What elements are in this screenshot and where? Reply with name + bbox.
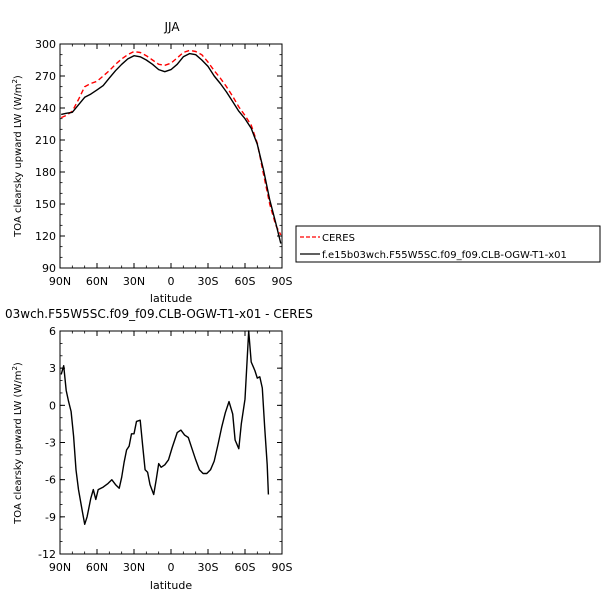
- top-x-tick-label: 30S: [198, 275, 219, 288]
- bottom-y-tick-label: 0: [49, 399, 56, 412]
- top-x-tick-label: 30N: [123, 275, 145, 288]
- top-panel-x-axis-label: latitude: [150, 292, 192, 305]
- bottom-panel-lines: [60, 330, 270, 525]
- bottom-panel: 03wch.F55W5SC.f09_f09.CLB-OGW-T1-x01 - C…: [5, 307, 313, 592]
- bottom-x-tick-label: 60S: [235, 561, 256, 574]
- top-x-tick-label: 60S: [235, 275, 256, 288]
- top-x-tick-label: 60N: [86, 275, 108, 288]
- bottom-x-tick-label: 90S: [272, 561, 293, 574]
- bottom-y-tick-label: -12: [38, 548, 56, 561]
- top-y-tick-label: 210: [35, 134, 56, 147]
- top-series-line-ceres: [60, 49, 282, 236]
- bottom-x-tick-label: 60N: [86, 561, 108, 574]
- top-panel-y-axis-label: TOA clearsky upward LW (W/m2): [11, 75, 24, 238]
- bottom-y-tick-label: -3: [45, 437, 56, 450]
- top-panel: JJA 90N 60N 30N 0 30S 60S 90S 90 120 150 180 210 240…: [11, 20, 601, 305]
- legend-box: [295, 225, 601, 263]
- top-panel-lines: [60, 49, 282, 244]
- top-y-tick-label: 180: [35, 166, 56, 179]
- bottom-x-tick-label: 0: [168, 561, 175, 574]
- bottom-y-tick-label: -6: [45, 474, 56, 487]
- top-y-tick-label: 120: [35, 230, 56, 243]
- top-series-line-f-e15b03wch-f55w5sc-: [61, 52, 282, 244]
- top-plot-frame: [59, 43, 283, 269]
- top-panel-ticks: 90N 60N 30N 0 30S 60S 90S 90 120 150 180 210 240 270 3…: [35, 38, 293, 288]
- bottom-panel-y-axis-label: TOA clearsky upward LW (W/m2): [11, 362, 24, 525]
- top-y-tick-label: 150: [35, 198, 56, 211]
- top-x-tick-label: 90N: [49, 275, 71, 288]
- top-y-tick-label: 240: [35, 102, 56, 115]
- bottom-x-tick-label: 90N: [49, 561, 71, 574]
- bottom-x-tick-label: 30S: [198, 561, 219, 574]
- top-y-tick-label: 270: [35, 70, 56, 83]
- top-y-tick-label: 300: [35, 38, 56, 51]
- top-x-tick-label: 90S: [272, 275, 293, 288]
- bottom-y-tick-label: 6: [49, 325, 56, 338]
- top-y-tick-label: 90: [42, 262, 56, 275]
- legend: CERES f.e15b03wch.F55W5SC.f09_f09.CLB-OG…: [295, 225, 601, 263]
- bottom-x-tick-label: 30N: [123, 561, 145, 574]
- legend-model-label: f.e15b03wch.F55W5SC.f09_f09.CLB-OGW-T1-x…: [322, 250, 567, 261]
- legend-ceres-label: CERES: [322, 233, 355, 244]
- bottom-panel-title: 03wch.F55W5SC.f09_f09.CLB-OGW-T1-x01 - C…: [5, 307, 313, 321]
- top-panel-title: JJA: [163, 20, 180, 34]
- bottom-series-line-0: [60, 330, 270, 525]
- bottom-y-tick-label: -9: [45, 511, 56, 524]
- top-x-tick-label: 0: [168, 275, 175, 288]
- bottom-panel-ticks: 90N 60N 30N 0 30S 60S 90S -12 -9 -6 -3 0 3 6: [38, 325, 292, 574]
- bottom-panel-x-axis-label: latitude: [150, 579, 192, 592]
- bottom-y-tick-label: 3: [49, 362, 56, 375]
- bottom-plot-frame: [59, 330, 283, 555]
